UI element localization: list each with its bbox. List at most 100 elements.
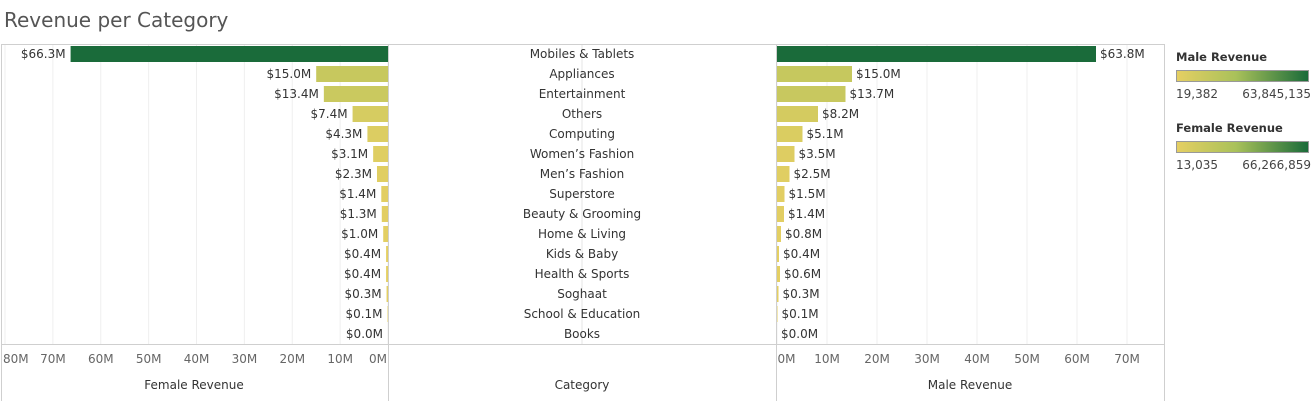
female-bar bbox=[386, 286, 388, 302]
male-value-label: $5.1M bbox=[807, 127, 844, 141]
male-value-label: $0.8M bbox=[785, 227, 822, 241]
male-bar bbox=[777, 246, 779, 262]
category-label: Soghaat bbox=[557, 287, 607, 301]
male-value-label: $13.7M bbox=[850, 87, 895, 101]
category-label: Mobiles & Tablets bbox=[530, 47, 635, 61]
female-value-label: $0.3M bbox=[344, 287, 381, 301]
legend-female-min: 13,035 bbox=[1176, 158, 1218, 172]
female-tick-label: 40M bbox=[184, 352, 210, 366]
female-bar bbox=[386, 246, 388, 262]
male-value-label: $0.0M bbox=[781, 327, 818, 341]
female-tick-label: 0M bbox=[369, 352, 387, 366]
female-bar bbox=[316, 66, 388, 82]
male-bar bbox=[777, 286, 779, 302]
male-value-label: $2.5M bbox=[794, 167, 831, 181]
female-value-label: $7.4M bbox=[310, 107, 347, 121]
female-value-label: $66.3M bbox=[21, 47, 66, 61]
chart-area: Mobiles & Tablets $66.3M $63.8M Appliances $… bbox=[1, 44, 1165, 401]
female-bar bbox=[376, 166, 388, 182]
male-value-label: $0.4M bbox=[783, 247, 820, 261]
legend-male-title: Male Revenue bbox=[1176, 50, 1268, 64]
male-value-label: $3.5M bbox=[799, 147, 836, 161]
female-bar bbox=[383, 226, 388, 242]
legend-female[interactable]: Female Revenue 13,035 66,266,859 bbox=[1176, 121, 1311, 172]
female-bar bbox=[70, 46, 389, 62]
female-value-label: $4.3M bbox=[325, 127, 362, 141]
category-label: Beauty & Grooming bbox=[523, 207, 641, 221]
female-tick-label: 20M bbox=[279, 352, 305, 366]
female-value-label: $15.0M bbox=[266, 67, 311, 81]
male-tick-label: 60M bbox=[1064, 352, 1090, 366]
category-label: Computing bbox=[549, 127, 615, 141]
category-label: Superstore bbox=[549, 187, 615, 201]
category-label: Kids & Baby bbox=[546, 247, 618, 261]
female-value-label: $0.1M bbox=[345, 307, 382, 321]
page-title: Revenue per Category bbox=[4, 8, 229, 32]
female-value-label: $0.4M bbox=[344, 247, 381, 261]
female-bar bbox=[381, 206, 388, 222]
female-axis-title: Female Revenue bbox=[144, 378, 243, 392]
male-value-label: $8.2M bbox=[822, 107, 859, 121]
category-label: Appliances bbox=[549, 67, 614, 81]
female-bar bbox=[367, 126, 388, 142]
male-value-label: $63.8M bbox=[1100, 47, 1145, 61]
male-value-label: $0.1M bbox=[782, 307, 819, 321]
male-bar bbox=[777, 166, 790, 182]
male-bar bbox=[777, 226, 781, 242]
male-tick-label: 10M bbox=[814, 352, 840, 366]
male-bar bbox=[777, 266, 780, 282]
category-label: School & Education bbox=[524, 307, 641, 321]
category-label: Books bbox=[564, 327, 600, 341]
category-label: Women’s Fashion bbox=[530, 147, 634, 161]
legend-male-min: 19,382 bbox=[1176, 87, 1218, 101]
male-tick-label: 40M bbox=[964, 352, 990, 366]
male-tick-label: 30M bbox=[914, 352, 940, 366]
female-value-label: $0.0M bbox=[346, 327, 383, 341]
male-bar bbox=[777, 46, 1096, 62]
female-tick-label: 30M bbox=[232, 352, 258, 366]
male-bar bbox=[777, 106, 818, 122]
female-value-label: $1.4M bbox=[339, 187, 376, 201]
male-value-label: $0.3M bbox=[783, 287, 820, 301]
male-value-label: $15.0M bbox=[856, 67, 901, 81]
female-tick-label: 50M bbox=[136, 352, 162, 366]
male-tick-label: 20M bbox=[864, 352, 890, 366]
legend-male-ramp bbox=[1176, 70, 1309, 82]
legend-female-ramp bbox=[1176, 141, 1309, 153]
female-tick-label: 10M bbox=[327, 352, 353, 366]
male-bar bbox=[777, 186, 785, 202]
male-tick-label: 70M bbox=[1114, 352, 1140, 366]
legend-female-title: Female Revenue bbox=[1176, 121, 1283, 135]
category-label: Home & Living bbox=[538, 227, 626, 241]
female-tick-label: 60M bbox=[88, 352, 114, 366]
legend-male[interactable]: Male Revenue 19,382 63,845,135 bbox=[1176, 50, 1311, 101]
legend-female-max: 66,266,859 bbox=[1242, 158, 1311, 172]
category-label: Others bbox=[562, 107, 602, 121]
category-label: Men’s Fashion bbox=[540, 167, 625, 181]
female-value-label: $1.3M bbox=[340, 207, 377, 221]
male-bar bbox=[777, 86, 846, 102]
female-bar bbox=[323, 86, 388, 102]
category-label: Health & Sports bbox=[535, 267, 630, 281]
female-value-label: $13.4M bbox=[274, 87, 319, 101]
female-bar bbox=[381, 186, 388, 202]
female-bar bbox=[373, 146, 388, 162]
male-tick-label: 0M bbox=[778, 352, 796, 366]
category-axis-title: Category bbox=[555, 378, 610, 392]
female-value-label: $2.3M bbox=[335, 167, 372, 181]
male-axis-title: Male Revenue bbox=[928, 378, 1013, 392]
category-label: Entertainment bbox=[539, 87, 626, 101]
male-tick-label: 50M bbox=[1014, 352, 1040, 366]
female-value-label: $3.1M bbox=[331, 147, 368, 161]
male-value-label: $0.6M bbox=[784, 267, 821, 281]
male-bar bbox=[777, 146, 795, 162]
female-tick-label: 70M bbox=[40, 352, 66, 366]
legend-male-max: 63,845,135 bbox=[1242, 87, 1311, 101]
female-value-label: $0.4M bbox=[344, 267, 381, 281]
female-value-label: $1.0M bbox=[341, 227, 378, 241]
female-tick-label: 80M bbox=[3, 352, 29, 366]
male-bar bbox=[777, 126, 803, 142]
male-bar bbox=[777, 66, 852, 82]
male-bar bbox=[777, 306, 778, 322]
male-value-label: $1.5M bbox=[789, 187, 826, 201]
